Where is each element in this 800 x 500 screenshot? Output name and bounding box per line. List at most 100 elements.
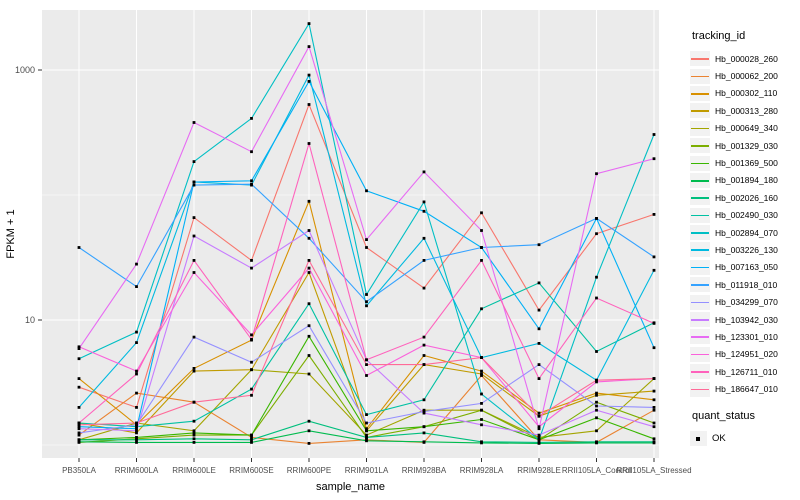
data-point (307, 266, 311, 270)
legend-item-Hb_001369_500: Hb_001369_500 (690, 154, 798, 171)
legend-item-Hb_001894_180: Hb_001894_180 (690, 172, 798, 189)
data-point (135, 372, 138, 376)
data-point (192, 367, 196, 370)
data-point (422, 286, 426, 290)
legend-key-swatch (690, 51, 710, 67)
data-point (422, 170, 426, 174)
data-point (537, 308, 541, 312)
data-point (307, 442, 311, 445)
data-point (307, 419, 311, 423)
data-point (135, 285, 138, 288)
data-point (537, 363, 541, 366)
data-point (365, 363, 368, 366)
data-point (422, 236, 426, 240)
legend-item-Hb_007163_050: Hb_007163_050 (690, 259, 798, 276)
data-point (192, 369, 196, 373)
legend-key-line-icon (691, 92, 709, 95)
legend-key-swatch (690, 346, 710, 362)
data-point (537, 243, 541, 247)
data-point (192, 441, 196, 444)
legend-key-line-icon (691, 214, 709, 217)
legend-key-swatch (690, 277, 710, 293)
data-point (365, 436, 368, 439)
data-point (652, 346, 656, 350)
legend-item-label: Hb_000649_340 (715, 123, 778, 134)
legend-key-line-icon (691, 353, 709, 356)
legend-item-label: Hb_000313_280 (715, 105, 778, 116)
data-point (652, 255, 656, 259)
data-point (365, 427, 368, 431)
data-point (652, 398, 656, 402)
legend-key-swatch (690, 242, 710, 258)
quant-point-icon (696, 437, 700, 441)
data-point (192, 400, 196, 404)
y-tick-label: 1000 (15, 65, 35, 75)
data-point (652, 425, 656, 429)
data-point (595, 391, 598, 395)
data-point (595, 380, 598, 384)
data-point (537, 433, 541, 437)
legend-item-Hb_011918_010: Hb_011918_010 (690, 276, 798, 293)
data-point (77, 345, 81, 349)
data-point (652, 157, 656, 161)
x-tick-label: RRIM600SE (229, 466, 273, 475)
data-point (192, 160, 196, 163)
legend-key-swatch (690, 138, 710, 154)
legend-item-label: Hb_002894_070 (715, 227, 778, 238)
data-point (365, 246, 368, 249)
data-point (77, 347, 81, 350)
data-point (652, 408, 656, 412)
data-point (480, 418, 483, 421)
data-point (307, 45, 311, 48)
data-point (537, 438, 541, 442)
x-tick-label: RRII105LA_Stressed (616, 466, 691, 475)
data-point (192, 121, 196, 124)
legend-entries: Hb_000028_260 Hb_000062_200 Hb_000302_110 H… (690, 50, 798, 398)
legend-key-line-icon (691, 145, 709, 147)
data-point (250, 433, 253, 437)
legend-key-swatch (690, 85, 710, 101)
legend-item-label: Hb_000028_260 (715, 53, 778, 64)
data-point (250, 266, 253, 270)
data-point (422, 363, 426, 366)
legend-key-swatch (690, 172, 710, 188)
data-point (192, 431, 196, 435)
data-point (307, 302, 311, 306)
data-point (365, 358, 368, 362)
data-point (422, 408, 426, 412)
data-point (422, 200, 426, 204)
data-point (537, 377, 541, 380)
data-point (250, 150, 253, 154)
data-point (250, 338, 253, 341)
data-point (365, 433, 368, 437)
data-point (537, 281, 541, 285)
x-tick-label: RRIM928LE (517, 466, 561, 475)
data-point (192, 437, 196, 441)
data-point (422, 335, 426, 339)
data-point (595, 172, 598, 176)
legend-item-Hb_186647_010: Hb_186647_010 (690, 380, 798, 397)
legend-item-label: Hb_034299_070 (715, 297, 778, 308)
legend-item-label: Hb_126711_010 (715, 366, 778, 377)
data-point (365, 300, 368, 304)
data-point (537, 411, 541, 415)
data-point (422, 425, 426, 429)
data-point (652, 437, 656, 441)
data-point (652, 440, 656, 444)
data-point (192, 234, 196, 238)
data-point (422, 440, 426, 444)
legend-item-label: Hb_001894_180 (715, 175, 778, 186)
legend-key-line-icon (691, 110, 709, 112)
legend-key-swatch (690, 381, 710, 397)
data-point (77, 406, 81, 409)
x-tick-label: RRII105LA_Control (562, 466, 632, 475)
data-point (307, 372, 311, 376)
legend-key-swatch (690, 207, 710, 223)
data-point (192, 271, 196, 274)
legend-title-tracking-id: tracking_id (692, 30, 746, 42)
data-point (135, 262, 138, 266)
data-point (365, 429, 368, 433)
legend-item-Hb_103942_030: Hb_103942_030 (690, 311, 798, 328)
legend-item-Hb_001329_030: Hb_001329_030 (690, 137, 798, 154)
data-point (595, 440, 598, 444)
